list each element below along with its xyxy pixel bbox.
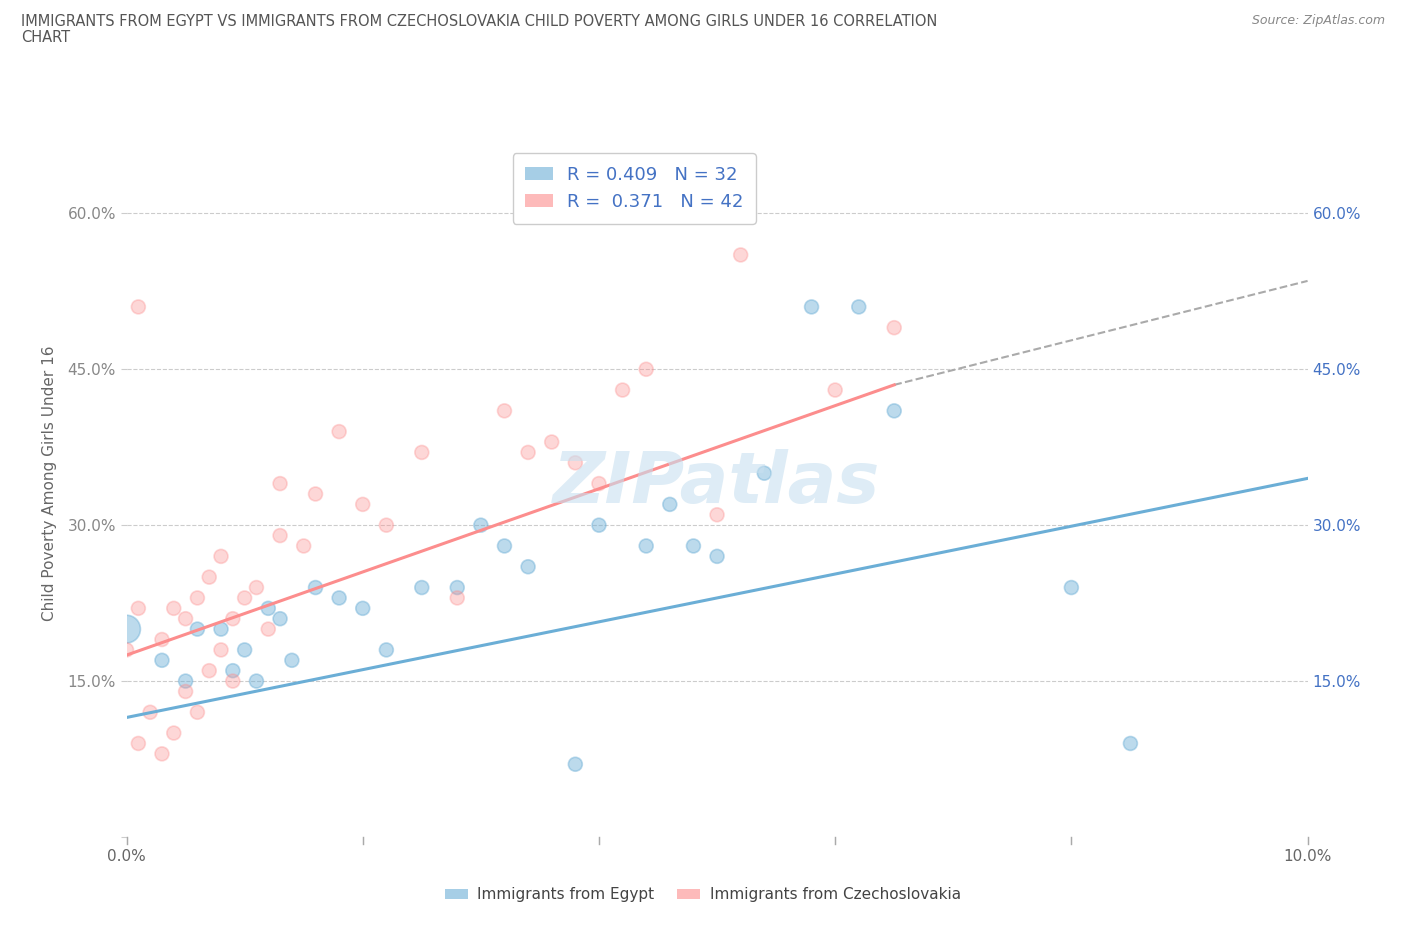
Point xyxy=(115,621,138,636)
Point xyxy=(494,538,516,553)
Point xyxy=(824,382,846,397)
Point xyxy=(245,580,267,595)
Point xyxy=(127,299,149,314)
Point xyxy=(150,747,173,762)
Point xyxy=(198,663,221,678)
Point xyxy=(588,476,610,491)
Point xyxy=(281,653,304,668)
Point xyxy=(636,362,658,377)
Point xyxy=(1119,736,1142,751)
Point xyxy=(127,601,149,616)
Point xyxy=(658,497,681,512)
Point xyxy=(115,643,138,658)
Y-axis label: Child Poverty Among Girls Under 16: Child Poverty Among Girls Under 16 xyxy=(42,346,56,621)
Point xyxy=(754,466,776,481)
Point xyxy=(470,518,492,533)
Point xyxy=(883,404,905,418)
Point xyxy=(517,559,540,574)
Point xyxy=(186,621,208,636)
Point xyxy=(352,601,374,616)
Point xyxy=(706,549,728,564)
Point xyxy=(269,476,291,491)
Point xyxy=(352,497,374,512)
Point xyxy=(612,382,634,397)
Point xyxy=(730,247,752,262)
Point xyxy=(269,528,291,543)
Point xyxy=(848,299,870,314)
Point xyxy=(446,580,468,595)
Point xyxy=(245,673,267,688)
Point xyxy=(883,320,905,335)
Text: Source: ZipAtlas.com: Source: ZipAtlas.com xyxy=(1251,14,1385,27)
Point xyxy=(411,580,433,595)
Legend: Immigrants from Egypt, Immigrants from Czechoslovakia: Immigrants from Egypt, Immigrants from C… xyxy=(439,882,967,909)
Point xyxy=(292,538,315,553)
Point xyxy=(209,549,232,564)
Point xyxy=(636,538,658,553)
Point xyxy=(186,705,208,720)
Point xyxy=(257,601,280,616)
Point xyxy=(517,445,540,459)
Point xyxy=(411,445,433,459)
Point xyxy=(304,580,326,595)
Point xyxy=(682,538,704,553)
Point xyxy=(222,663,245,678)
Point xyxy=(174,684,197,699)
Point xyxy=(328,424,350,439)
Point xyxy=(540,434,562,449)
Text: IMMIGRANTS FROM EGYPT VS IMMIGRANTS FROM CZECHOSLOVAKIA CHILD POVERTY AMONG GIRL: IMMIGRANTS FROM EGYPT VS IMMIGRANTS FROM… xyxy=(21,14,938,29)
Point xyxy=(198,570,221,585)
Text: CHART: CHART xyxy=(21,30,70,45)
Point xyxy=(304,486,326,501)
Point xyxy=(209,621,232,636)
Point xyxy=(269,611,291,626)
Point xyxy=(222,611,245,626)
Point xyxy=(233,591,256,605)
Point xyxy=(222,673,245,688)
Point xyxy=(233,643,256,658)
Point xyxy=(163,725,186,740)
Point xyxy=(186,591,208,605)
Point xyxy=(174,611,197,626)
Point xyxy=(706,508,728,523)
Point xyxy=(150,632,173,647)
Point xyxy=(494,404,516,418)
Point xyxy=(564,456,586,471)
Legend: R = 0.409   N = 32, R =  0.371   N = 42: R = 0.409 N = 32, R = 0.371 N = 42 xyxy=(513,153,756,224)
Point xyxy=(127,736,149,751)
Point xyxy=(209,643,232,658)
Point xyxy=(564,757,586,772)
Point xyxy=(1060,580,1083,595)
Point xyxy=(139,705,162,720)
Point xyxy=(174,673,197,688)
Point xyxy=(800,299,823,314)
Point xyxy=(446,591,468,605)
Point xyxy=(163,601,186,616)
Point xyxy=(375,518,398,533)
Point xyxy=(328,591,350,605)
Point xyxy=(150,653,173,668)
Text: ZIPatlas: ZIPatlas xyxy=(554,449,880,518)
Point xyxy=(257,621,280,636)
Point xyxy=(375,643,398,658)
Point xyxy=(588,518,610,533)
